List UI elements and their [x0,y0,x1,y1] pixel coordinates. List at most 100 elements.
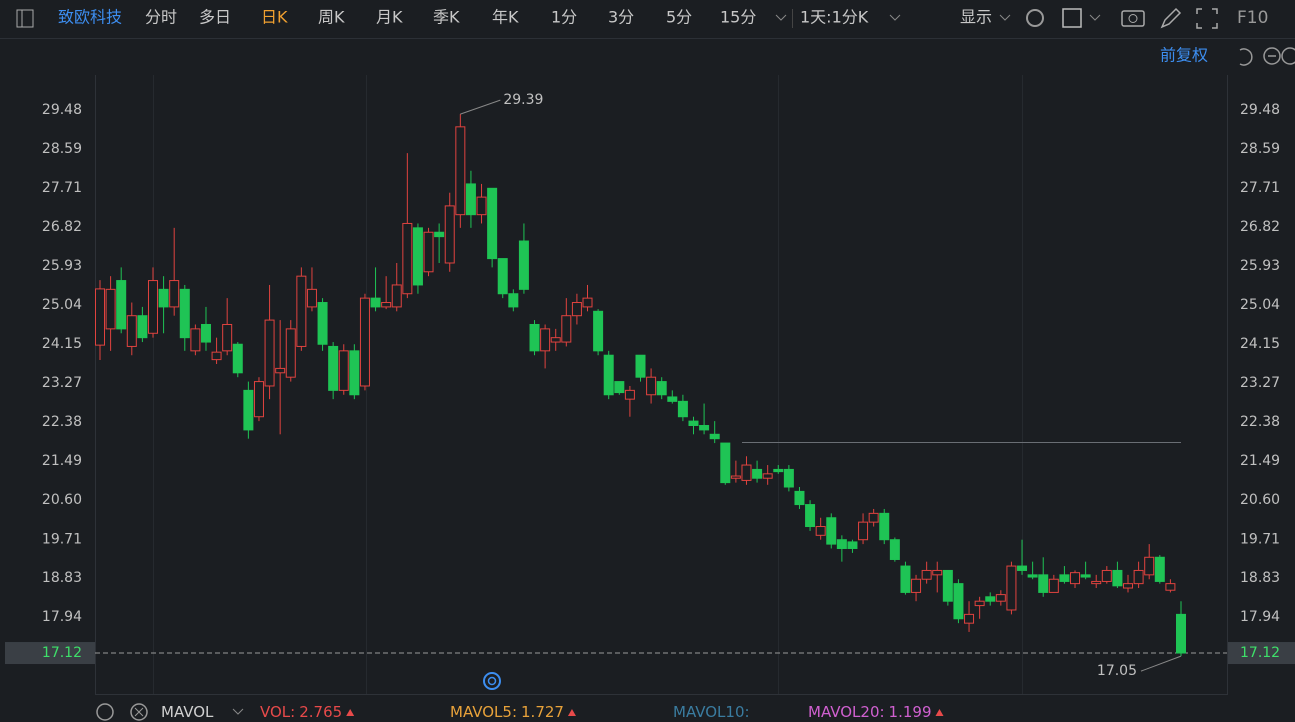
candle-body [243,389,254,431]
indicator-close[interactable] [130,703,148,721]
dropdown-arrow [775,14,787,21]
candle-body [95,288,105,346]
candle-body [942,569,953,602]
high-marker-label: 29.39 [503,92,543,108]
candle-body [1101,569,1112,582]
candle-body [783,468,794,488]
y2-tick-label: 29.48 [1240,102,1280,118]
candle-body [1038,574,1049,593]
candle-body [179,288,190,339]
candle-body [137,315,148,339]
low-marker-leader [1140,655,1182,672]
dropdown-arrow [889,14,901,21]
candle-body [561,315,572,343]
candle-body [1144,556,1155,576]
y-tick-label: 24.15 [42,336,82,352]
candle-body [911,578,922,593]
candle-body [1027,574,1038,578]
period-tab[interactable]: 分时 [145,8,177,27]
camera-icon[interactable] [1121,10,1145,27]
candle-body [264,319,275,387]
y2-tick-label: 23.27 [1240,375,1280,391]
period-tab[interactable]: 季K [433,8,460,27]
candle-body [868,512,879,523]
candle-body [741,464,752,481]
event-icon[interactable] [483,672,501,690]
candle-body [296,275,307,347]
y-tick-label: 26.82 [42,219,82,235]
range-select[interactable]: 1天:1分K [800,8,869,27]
y2-tick-label: 28.59 [1240,141,1280,157]
candle-body [1048,578,1059,593]
candle-body [402,222,413,295]
candle-body [391,284,402,308]
candle-body [921,569,932,580]
indicator-dropdown[interactable] [232,708,244,715]
undo-icon[interactable] [1239,48,1253,66]
candle-body [317,302,328,345]
candle-body [995,594,1006,602]
settings-icon[interactable] [1026,9,1044,27]
candle-body [540,328,551,352]
last-price-box [5,642,95,665]
candle-body [879,512,890,541]
period-tab[interactable]: 多日 [199,8,231,27]
period-tab[interactable]: 年K [492,8,519,27]
period-tab[interactable]: 1分 [551,8,577,27]
y2-tick-label: 20.60 [1240,492,1280,508]
zoom-out-icon[interactable] [1263,47,1281,65]
y-tick-label: 25.04 [42,297,82,313]
candle-body [412,227,423,286]
zoom-in-icon[interactable] [1281,47,1295,65]
candle-body [773,468,784,473]
candle-body [752,468,763,479]
candle-body [667,396,678,402]
checkbox[interactable] [1062,8,1082,28]
candle-body [699,425,710,431]
toolbar: 致欧科技 分时 多日 日K 周K 月K 季K 年K 1分 3分 5分 15分 1天:1分K 显示 F10 [58,8,1268,28]
f10-button[interactable]: F10 [1237,8,1268,28]
candle-body [688,420,699,427]
draw-icon[interactable] [1160,7,1182,29]
candle-body [1154,556,1165,582]
candle-body [1006,565,1017,611]
indicator-label: MAVOL [161,703,214,721]
period-tab[interactable]: 周K [318,8,345,27]
candle-body [116,280,127,330]
candle-body [847,541,858,549]
dropdown-arrow [1089,14,1101,21]
period-tab[interactable]: 15分 [720,8,756,27]
fullscreen-icon[interactable] [1196,8,1218,29]
period-tab[interactable]: 月K [376,8,403,27]
y2-tick-label: 19.71 [1240,531,1280,547]
period-tab[interactable]: 日K [261,8,288,27]
candle-body [836,539,847,549]
candle-body [222,323,233,352]
camera-lens [1128,14,1138,23]
event-icon-inner [487,676,497,686]
period-tab[interactable]: 3分 [608,8,634,27]
indicator: MAVOL5: 1.727 [450,703,564,721]
candle-body [709,433,720,440]
stock-name[interactable]: 致欧科技 [58,8,122,27]
candle-body [518,240,529,290]
last-price-label: 17.12 [42,645,82,661]
period-tab[interactable]: 5分 [666,8,692,27]
display-menu[interactable]: 显示 [960,8,992,27]
indicator-trend [567,709,576,716]
indicator-value: 1.199 [889,703,932,721]
candle-body [328,345,339,391]
indicator-value: 1.727 [521,703,564,721]
candle-body [1070,572,1081,585]
adjust-mode[interactable]: 前复权 [1160,46,1208,65]
candle-body [805,504,816,528]
sidebar-toggle[interactable] [16,9,34,28]
y-tick-label: 21.49 [42,453,82,469]
candle-body [964,613,975,624]
candle-body [529,323,540,352]
candle-body [211,351,222,361]
candle-body [932,569,943,576]
indicator-settings[interactable] [96,703,114,721]
indicator-label: VOL: [260,703,295,721]
